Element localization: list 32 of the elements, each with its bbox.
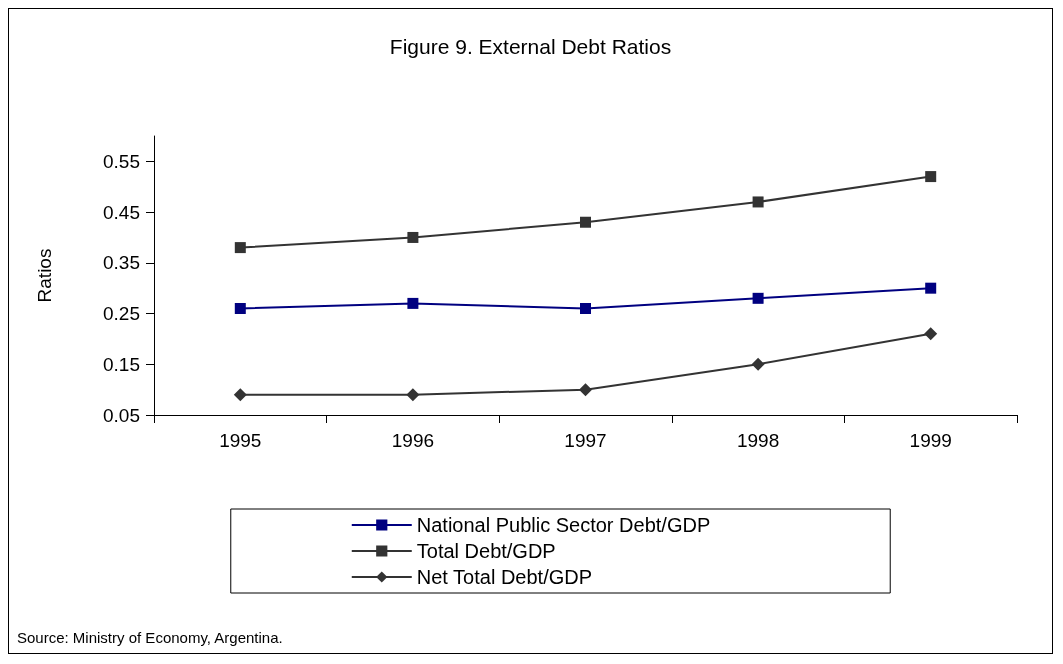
- legend-label: Total Debt/GDP: [416, 540, 556, 562]
- x-tick-label: 1998: [736, 430, 780, 451]
- y-axis-title: Ratios: [34, 248, 55, 303]
- y-tick-label: 0.45: [103, 201, 140, 223]
- point: [407, 297, 419, 309]
- point: [752, 196, 764, 208]
- point: [924, 327, 938, 341]
- x-tick-label: 1997: [564, 430, 607, 451]
- x-tick-label: 1999: [909, 430, 952, 451]
- point: [234, 242, 246, 254]
- x-tick-label: 1995: [219, 430, 262, 451]
- point: [925, 282, 937, 294]
- y-tick-label: 0.35: [103, 252, 140, 274]
- y-tick-label: 0.25: [103, 303, 140, 325]
- point: [406, 388, 420, 402]
- source-note: Source: Ministry of Economy, Argentina.: [17, 629, 283, 646]
- point: [925, 171, 937, 183]
- point: [234, 302, 246, 314]
- y-tick-label: 0.15: [103, 353, 140, 375]
- point: [751, 357, 765, 371]
- point: [233, 388, 247, 402]
- legend-label: National Public Sector Debt/GDP: [416, 514, 711, 536]
- point: [580, 216, 591, 228]
- y-tick-label: 0.55: [103, 150, 140, 172]
- point: [407, 231, 419, 243]
- chart-title: Figure 9. External Debt Ratios: [389, 35, 672, 58]
- point: [752, 292, 764, 304]
- point: [580, 302, 591, 314]
- legend-label: Net Total Debt/GDP: [416, 566, 593, 588]
- point: [579, 383, 592, 397]
- y-tick-label: 0.05: [103, 404, 140, 426]
- x-tick-label: 1996: [391, 430, 435, 451]
